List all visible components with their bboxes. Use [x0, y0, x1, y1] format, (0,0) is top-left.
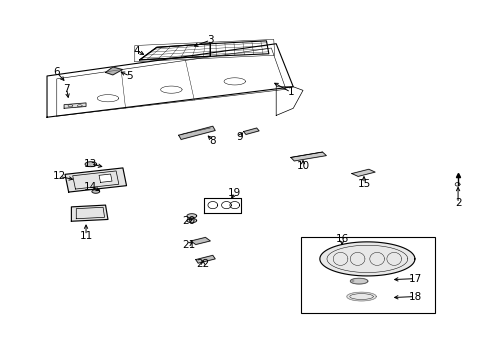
- Text: 17: 17: [407, 274, 421, 284]
- Text: 1: 1: [287, 87, 294, 97]
- Polygon shape: [65, 168, 126, 192]
- Text: 19: 19: [228, 188, 241, 198]
- Text: 2: 2: [454, 198, 461, 208]
- Polygon shape: [64, 103, 86, 108]
- Polygon shape: [85, 162, 97, 167]
- Polygon shape: [204, 198, 241, 213]
- Text: 12: 12: [53, 171, 66, 181]
- Polygon shape: [186, 214, 196, 218]
- Text: 5: 5: [126, 71, 133, 81]
- Text: 22: 22: [196, 259, 209, 269]
- Text: 7: 7: [63, 84, 70, 94]
- Polygon shape: [243, 128, 259, 134]
- Polygon shape: [319, 242, 414, 276]
- Polygon shape: [92, 190, 100, 193]
- Polygon shape: [178, 126, 215, 139]
- Polygon shape: [195, 255, 215, 263]
- Text: 8: 8: [209, 136, 216, 145]
- Text: 13: 13: [84, 159, 97, 169]
- Text: 14: 14: [84, 182, 97, 192]
- Text: 4: 4: [134, 46, 140, 56]
- Polygon shape: [290, 152, 326, 161]
- Text: 20: 20: [182, 216, 195, 226]
- Polygon shape: [349, 278, 367, 284]
- Text: 3: 3: [206, 35, 213, 45]
- Text: 11: 11: [79, 231, 92, 240]
- Text: 10: 10: [296, 161, 309, 171]
- Polygon shape: [99, 174, 112, 183]
- Polygon shape: [105, 67, 122, 75]
- Polygon shape: [190, 237, 210, 244]
- Polygon shape: [186, 219, 196, 223]
- Bar: [300, 237, 434, 313]
- Text: 18: 18: [407, 292, 421, 302]
- Polygon shape: [346, 292, 375, 301]
- Text: 16: 16: [335, 234, 348, 244]
- Polygon shape: [351, 169, 374, 176]
- Text: 9: 9: [236, 132, 243, 142]
- Text: 21: 21: [182, 239, 195, 249]
- Text: 6: 6: [53, 67, 60, 77]
- Text: 15: 15: [357, 179, 370, 189]
- Polygon shape: [71, 205, 108, 221]
